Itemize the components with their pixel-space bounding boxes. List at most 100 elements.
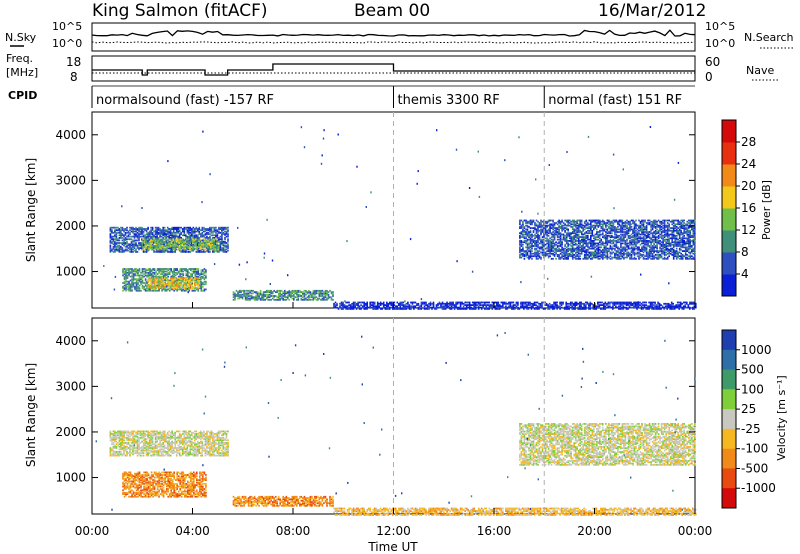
heatmap-cell (234, 296, 236, 299)
heatmap-cell (376, 302, 379, 305)
heatmap-cell (606, 222, 609, 224)
heatmap-cell (265, 289, 268, 292)
heatmap-cell (201, 243, 203, 246)
heatmap-cell (154, 251, 157, 253)
heatmap-cell (144, 282, 147, 284)
heatmap-cell (197, 271, 200, 274)
heatmap-cell (128, 273, 130, 275)
heatmap-cell (122, 285, 124, 288)
heatmap-cell (306, 296, 309, 299)
heatmap-cell (615, 252, 618, 255)
heatmap-cell (343, 305, 346, 308)
heatmap-cell (163, 235, 166, 238)
heatmap-cell (191, 287, 193, 290)
heatmap-cell (191, 235, 193, 238)
heatmap-cell (526, 242, 529, 245)
heatmap-cell (506, 302, 509, 305)
heatmap-cell (213, 237, 216, 239)
heatmap-cell (320, 292, 322, 295)
heatmap-cell (608, 232, 610, 235)
heatmap-cell (570, 220, 572, 223)
heatmap-cell (594, 256, 597, 259)
heatmap-cell (174, 286, 176, 288)
heatmap-cell (132, 251, 134, 253)
heatmap-cell (144, 279, 147, 282)
heatmap-cell (185, 282, 188, 284)
heatmap-cell (531, 236, 533, 238)
heatmap-cell (184, 269, 186, 272)
heatmap-cell (549, 232, 551, 235)
heatmap-cell (197, 277, 199, 280)
heatmap-cell (530, 306, 533, 309)
heatmap-cell (171, 228, 173, 230)
heatmap-cell (129, 235, 131, 238)
heatmap-cell (602, 228, 604, 231)
heatmap-cell (276, 298, 278, 301)
heatmap-cell (617, 241, 619, 244)
heatmap-cell (636, 302, 638, 305)
heatmap-cell (221, 233, 223, 235)
heatmap-cell (591, 302, 593, 305)
heatmap-cell (473, 305, 475, 308)
heatmap-cell (203, 230, 205, 233)
heatmap-cell (564, 243, 566, 246)
heatmap-cell (426, 306, 429, 309)
heatmap-cell (120, 234, 122, 237)
heatmap-cell (606, 302, 608, 305)
heatmap-cell (148, 242, 150, 245)
heatmap-cell (571, 250, 574, 252)
heatmap-cell (210, 247, 212, 250)
heatmap-cell (660, 304, 662, 306)
heatmap-cell (571, 219, 574, 222)
heatmap-cell (410, 305, 412, 308)
heatmap-cell (556, 305, 558, 308)
heatmap-cell (366, 308, 368, 310)
heatmap-cell (611, 251, 613, 254)
heatmap-cell (676, 306, 679, 309)
heatmap-cell (185, 279, 187, 282)
heatmap-cell (244, 293, 247, 296)
heatmap-cell (578, 301, 581, 304)
heatmap-cell (395, 305, 397, 308)
heatmap-cell (258, 293, 260, 296)
heatmap-cell (529, 240, 532, 242)
heatmap-cell (582, 242, 584, 245)
heatmap-cell (587, 223, 589, 226)
heatmap-cell (632, 257, 634, 260)
heatmap-cell (238, 291, 241, 293)
heatmap-cell (209, 235, 211, 238)
heatmap-cell (126, 268, 129, 270)
heatmap-cell (604, 302, 607, 305)
heatmap-cell (186, 229, 189, 232)
heatmap-cell (221, 228, 223, 230)
heatmap-cell (612, 226, 615, 228)
heatmap-cell (609, 228, 612, 231)
noise-left-tick-low: 10^0 (52, 37, 82, 50)
heatmap-cell (582, 227, 584, 229)
heatmap-cell (608, 219, 610, 222)
heatmap-cell (160, 230, 163, 233)
heatmap-cell (262, 292, 265, 295)
heatmap-cell (159, 279, 161, 282)
heatmap-cell (666, 305, 668, 308)
heatmap-cell (274, 295, 277, 297)
heatmap-cell (519, 243, 521, 246)
heatmap-cell (137, 278, 139, 281)
heatmap-cell (617, 226, 619, 228)
heatmap-cell (526, 226, 529, 228)
heatmap-cell (151, 237, 154, 239)
heatmap-cell (577, 247, 580, 250)
heatmap-cell (553, 245, 556, 247)
heatmap-cell (573, 236, 575, 238)
heatmap-cell (133, 233, 136, 235)
heatmap-cell (318, 295, 321, 297)
heatmap-cell (599, 252, 601, 255)
heatmap-cell (651, 305, 653, 308)
heatmap-cell (657, 305, 659, 308)
heatmap-cell (562, 238, 565, 241)
heatmap-cell (125, 277, 127, 279)
heatmap-cell (441, 301, 444, 304)
heatmap-cell (123, 239, 125, 242)
heatmap-cell (544, 252, 547, 255)
heatmap-cell (279, 292, 281, 295)
